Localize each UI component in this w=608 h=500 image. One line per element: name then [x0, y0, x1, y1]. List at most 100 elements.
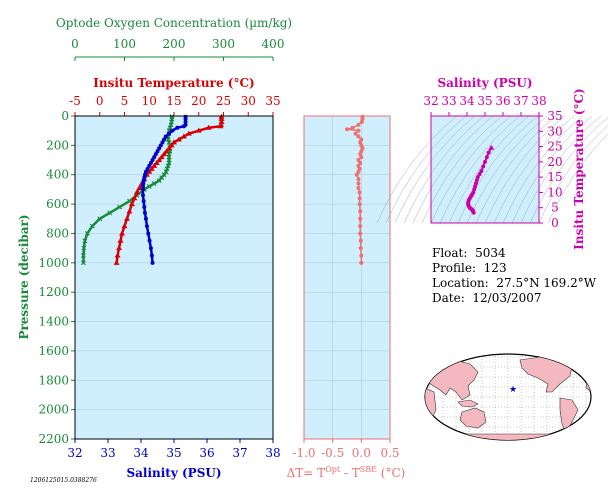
- pressure-tick-label: 800: [46, 226, 69, 240]
- ts-point: [472, 187, 477, 192]
- float-location-marker: ★: [509, 385, 517, 395]
- delta-point: [353, 131, 358, 136]
- oxygen-axis-title: Optode Oxygen Concentration (µm/kg): [56, 16, 292, 30]
- salinity-point: [170, 128, 175, 133]
- temperature-point: [153, 159, 160, 165]
- profile-row: Profile: 123: [432, 261, 596, 276]
- ts-temperature-tick-label: 0: [551, 216, 559, 230]
- salinity-point: [141, 178, 146, 183]
- temperature-point: [166, 145, 173, 151]
- density-isopycnal: [466, 115, 548, 224]
- profile-grid: [75, 115, 273, 440]
- ts-point: [486, 150, 491, 155]
- salinity-point: [175, 125, 180, 130]
- delta-point: [358, 246, 363, 251]
- delta-tick-label: 0.0: [352, 446, 371, 460]
- delta-point: [358, 209, 363, 214]
- density-isopycnal: [403, 115, 485, 224]
- profile-label: Profile:: [432, 261, 477, 275]
- temperature-point: [148, 165, 155, 171]
- delta-point: [357, 190, 362, 195]
- density-isopycnal: [421, 115, 503, 224]
- salinity-point: [150, 260, 155, 265]
- profile-ticks: 0200400600800100012001400160018002000220…: [38, 37, 284, 460]
- pressure-tick-label: 1800: [38, 373, 69, 387]
- temperature-point: [218, 115, 225, 121]
- float-value: 5034: [475, 246, 506, 260]
- oxygen-point: [117, 204, 122, 210]
- ts-salinity-tick-label: 35: [477, 94, 492, 108]
- temperature-point: [205, 124, 212, 130]
- delta-panel: -1.0 -0.5 0.0 0.5 ΔT= TOpt - TSBE (°C): [287, 114, 405, 480]
- density-isopycnal: [394, 115, 476, 224]
- delta-point: [345, 127, 349, 132]
- delta-point: [359, 260, 364, 265]
- oxygen-point: [97, 216, 103, 222]
- pressure-tick-label: 1000: [38, 256, 69, 270]
- ts-salinity-title: Salinity (PSU): [437, 76, 532, 90]
- date-label: Date:: [432, 291, 465, 305]
- oxygen-point: [80, 260, 86, 266]
- temperature-point: [136, 184, 143, 190]
- ts-temperature-tick-label: 25: [547, 140, 562, 154]
- delta-tick-label: 0.5: [380, 446, 399, 460]
- temperature-tick-label: 35: [265, 94, 280, 108]
- salinity-point: [145, 166, 150, 171]
- temperature-point: [195, 127, 202, 133]
- salinity-tick-label: 33: [100, 446, 115, 460]
- salinity-point: [148, 160, 153, 165]
- salinity-point: [155, 149, 160, 154]
- temperature-point: [131, 195, 138, 201]
- density-isopycnal: [412, 115, 494, 224]
- ts-salinity-tick-label: 37: [513, 94, 528, 108]
- delta-point: [356, 185, 361, 190]
- temperature-point: [151, 162, 158, 168]
- temperature-point: [121, 223, 128, 229]
- oxygen-point: [151, 181, 157, 186]
- salinity-point: [141, 199, 146, 204]
- temperature-point: [126, 208, 133, 214]
- profile-frame: [74, 115, 274, 440]
- ts-series: [466, 144, 495, 215]
- ts-salinity-tick-label: 34: [459, 94, 475, 108]
- density-isopycnal: [430, 115, 512, 224]
- temperature-point: [113, 259, 120, 265]
- temperature-point: [180, 133, 187, 139]
- ts-temperature-title: Insitu Temperature (°C): [572, 88, 586, 249]
- temperature-point: [114, 252, 121, 258]
- oxygen-point: [84, 231, 90, 236]
- salinity-point: [157, 146, 162, 151]
- salinity-point: [149, 253, 154, 258]
- delta-tick-label: -0.5: [321, 446, 344, 460]
- ts-temperature-tick-label: 10: [547, 185, 562, 199]
- delta-ticks: -1.0 -0.5 0.0 0.5: [292, 439, 400, 460]
- temperature-point: [117, 237, 124, 243]
- profile-panel: 0200400600800100012001400160018002000220…: [17, 16, 292, 480]
- salinity-tick-label: 37: [232, 446, 247, 460]
- delta-point: [358, 231, 363, 236]
- temperature-tick-label: 30: [241, 94, 256, 108]
- delta-frame: [303, 115, 391, 440]
- salinity-axis-title: Salinity (PSU): [126, 466, 221, 480]
- ts-point: [474, 178, 479, 183]
- salinity-point: [163, 134, 168, 139]
- density-isopycnal: [538, 125, 608, 224]
- salinity-point: [150, 158, 155, 163]
- density-isopycnal: [511, 115, 593, 224]
- density-isopycnal: [520, 115, 602, 224]
- oxygen-point: [89, 223, 95, 229]
- density-isopycnal: [439, 115, 521, 224]
- temperature-point: [158, 154, 165, 160]
- temperature-point: [175, 136, 182, 142]
- delta-tick-label: -1.0: [292, 446, 315, 460]
- salinity-point: [141, 181, 146, 186]
- salinity-tick-label: 36: [199, 446, 214, 460]
- delta-point: [356, 128, 361, 133]
- oxygen-point: [163, 169, 169, 175]
- oxygen-point: [156, 178, 162, 184]
- pressure-tick-label: 1400: [38, 315, 69, 329]
- oxygen-tick-label: 300: [212, 37, 235, 51]
- ts-point: [474, 181, 478, 186]
- salinity-point: [140, 187, 145, 192]
- ts-temperature-tick-label: 5: [551, 201, 559, 215]
